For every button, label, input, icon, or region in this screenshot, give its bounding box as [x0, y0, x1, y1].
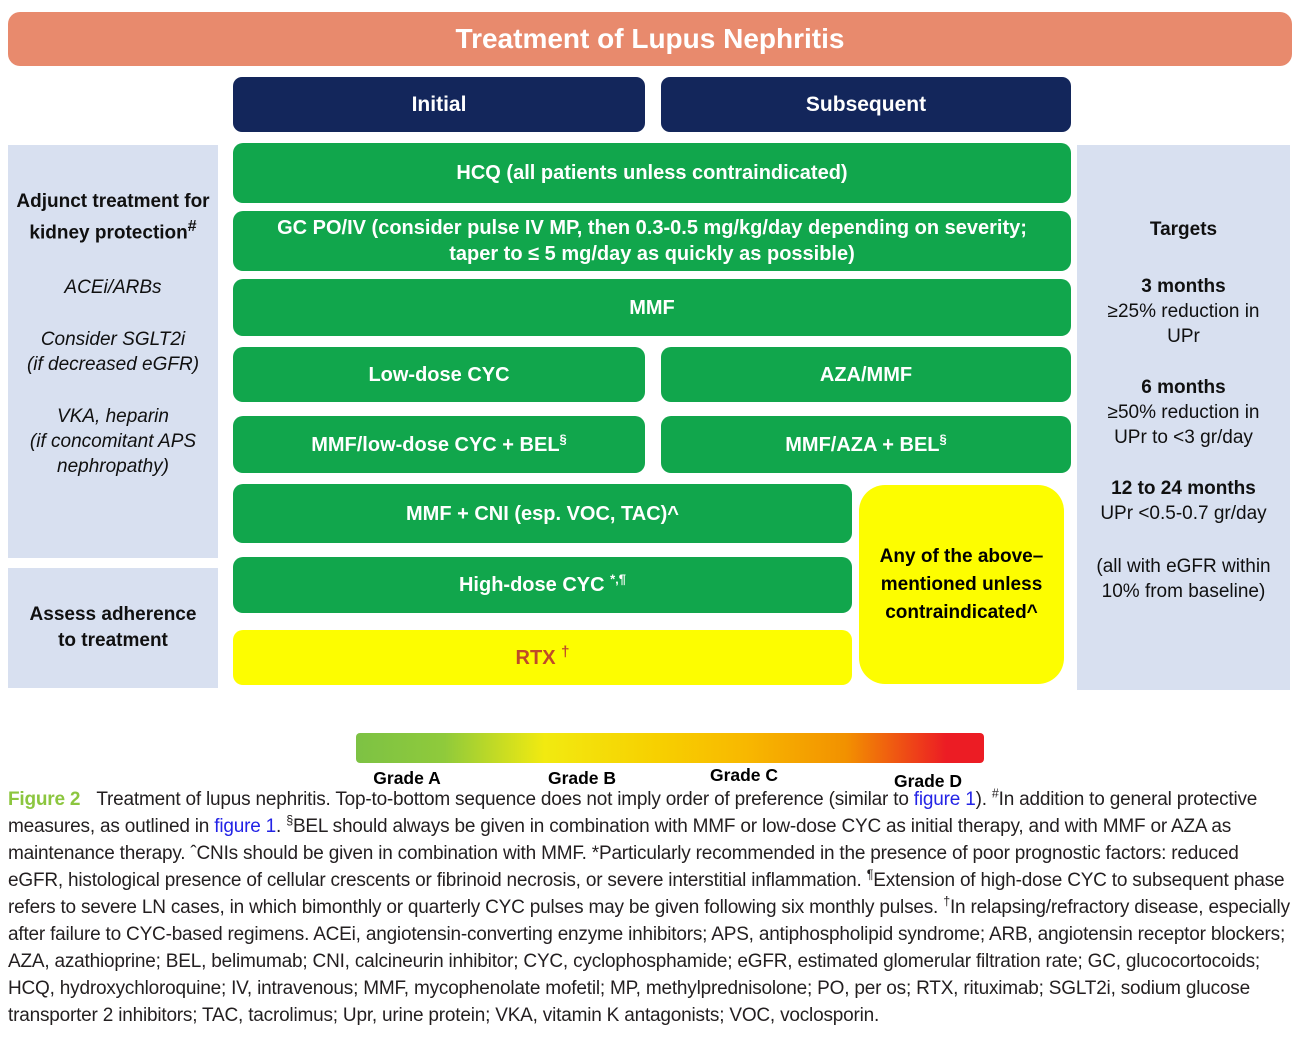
grade-gradient-bar: [356, 733, 984, 763]
dagger-footnote-marker: †: [561, 642, 570, 660]
targets-panel: Targets 3 months ≥25% reduction in UPr 6…: [1077, 145, 1290, 690]
dagger-footnote-marker: †: [943, 894, 950, 909]
treatment-box-highdose-cyc: High-dose CYC *,¶: [233, 557, 852, 613]
figure-title: Treatment of Lupus Nephritis: [455, 23, 845, 54]
target-6-months-title: 6 months: [1141, 377, 1226, 398]
caption-text: .: [276, 816, 287, 837]
figure-caption: Figure 2 Treatment of lupus nephritis. To…: [8, 786, 1294, 1029]
treatment-box-mmf-aza-bel: MMF/AZA + BEL§: [661, 416, 1071, 473]
any-of-above-box: Any of the above– mentioned unless contr…: [859, 485, 1064, 684]
treatment-box-rtx: RTX †: [233, 630, 852, 685]
treatment-box-lowdose-cyc: Low-dose CYC: [233, 347, 645, 402]
target-3-months-title: 3 months: [1141, 276, 1226, 297]
treatment-box-aza-mmf: AZA/MMF: [661, 347, 1071, 402]
pilcrow-footnote-marker: ¶: [866, 867, 874, 882]
caption-text: Treatment of lupus nephritis. Top-to-bot…: [96, 789, 914, 810]
targets-egfr-note: (all with eGFR within 10% from baseline): [1096, 556, 1271, 602]
target-12-24-months-title: 12 to 24 months: [1111, 478, 1256, 499]
section-footnote-marker: §: [286, 813, 293, 828]
adjunct-item-acei-arbs: ACEi/ARBs: [64, 277, 162, 299]
caption-text: In addition to general protective measur…: [8, 789, 1258, 837]
adjunct-item-sglt2i: Consider SGLT2i (if decreased eGFR): [26, 329, 200, 376]
section-footnote-marker: §: [559, 430, 567, 446]
adjunct-item-vka-heparin: VKA, heparin (if concomitant APS nephrop…: [29, 406, 197, 478]
figure-1-link[interactable]: figure 1: [913, 789, 976, 810]
figure-1-link[interactable]: figure 1: [214, 816, 277, 837]
caption-text: ).: [975, 789, 992, 810]
target-6-months-body: ≥50% reduction in UPr to <3 gr/day: [1107, 402, 1260, 448]
adjunct-treatment-panel: Adjunct treatment for kidney protection#…: [8, 145, 218, 558]
treatment-box-hcq: HCQ (all patients unless contraindicated…: [233, 143, 1071, 203]
caption-text: BEL should always be given in combinatio…: [8, 816, 1239, 891]
grade-b-label: Grade B: [547, 768, 617, 788]
adjunct-treatment-heading: Adjunct treatment for kidney protection#: [16, 191, 210, 244]
column-header-subsequent-label: Subsequent: [805, 92, 927, 116]
grade-a-label: Grade A: [373, 768, 441, 788]
target-3-months-body: ≥25% reduction in UPr: [1107, 301, 1260, 347]
treatment-box-mmf-cni: MMF + CNI (esp. VOC, TAC)^: [233, 484, 852, 543]
targets-heading: Targets: [1149, 219, 1218, 240]
hash-footnote-marker: #: [991, 786, 999, 801]
column-header-subsequent: Subsequent: [661, 77, 1071, 132]
assess-adherence-panel: Assess adherence to treatment: [8, 568, 218, 688]
section-footnote-marker: §: [939, 430, 947, 446]
caption-text: Extension of high-dose CYC to subsequent…: [8, 870, 1285, 918]
target-12-24-months-body: UPr <0.5-0.7 gr/day: [1100, 503, 1267, 524]
column-header-initial-label: Initial: [411, 92, 467, 116]
asterisk-pilcrow-footnote-marker: *,¶: [610, 571, 627, 587]
figure-title-banner: Treatment of Lupus Nephritis: [8, 12, 1292, 66]
grade-d-label: Grade D: [893, 771, 963, 791]
figure-number-label: Figure 2: [8, 789, 81, 810]
treatment-box-mmf: MMF: [233, 279, 1071, 336]
grade-c-label: Grade C: [709, 765, 779, 785]
hash-footnote-marker: #: [187, 218, 197, 235]
treatment-box-gc: GC PO/IV (consider pulse IV MP, then 0.3…: [233, 211, 1071, 271]
caption-text: In relapsing/refractory disease, especia…: [8, 897, 1290, 1026]
assess-adherence-label: Assess adherence to treatment: [29, 604, 197, 651]
treatment-box-mmf-lowdose-cyc-bel: MMF/low-dose CYC + BEL§: [233, 416, 645, 473]
column-header-initial: Initial: [233, 77, 645, 132]
